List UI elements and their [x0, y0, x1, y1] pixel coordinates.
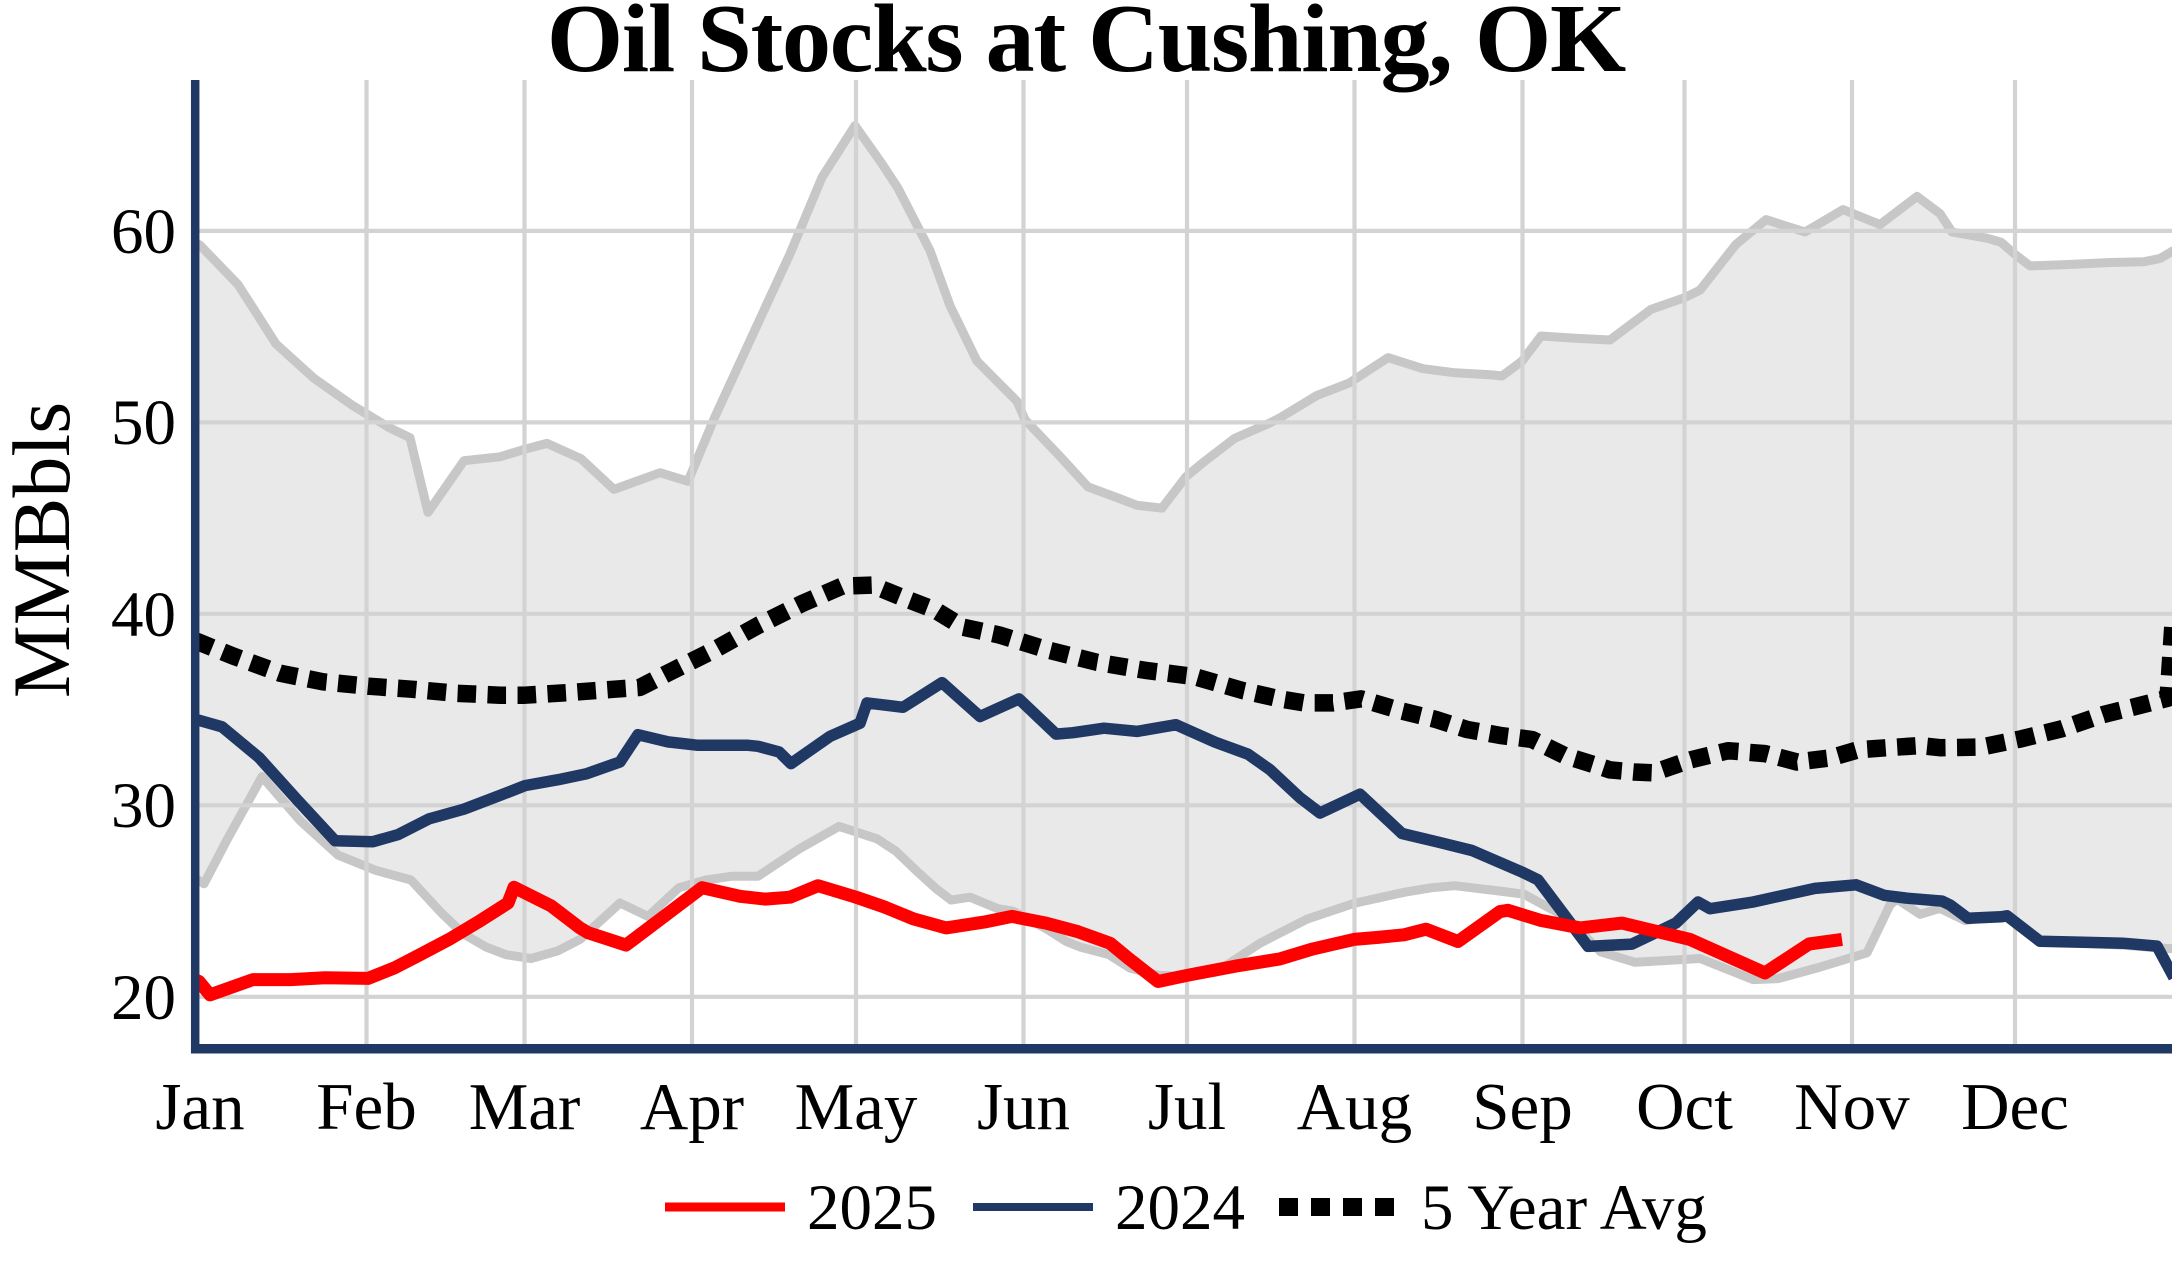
svg-text:Mar: Mar — [469, 1070, 581, 1144]
svg-text:Nov: Nov — [1794, 1070, 1910, 1144]
svg-text:Feb: Feb — [316, 1070, 417, 1144]
svg-text:Jul: Jul — [1148, 1070, 1226, 1144]
svg-text:Oil Stocks at Cushing, OK: Oil Stocks at Cushing, OK — [547, 0, 1626, 93]
svg-text:Dec: Dec — [1961, 1070, 2069, 1144]
svg-text:Jan: Jan — [155, 1070, 244, 1144]
svg-text:Oct: Oct — [1636, 1070, 1733, 1144]
svg-text:5 Year Avg: 5 Year Avg — [1421, 1172, 1707, 1244]
svg-text:20: 20 — [111, 962, 176, 1034]
svg-text:Jun: Jun — [977, 1070, 1070, 1144]
svg-text:50: 50 — [111, 387, 176, 459]
svg-text:60: 60 — [111, 196, 176, 268]
svg-text:May: May — [795, 1070, 918, 1144]
svg-text:Apr: Apr — [640, 1070, 744, 1144]
svg-text:30: 30 — [111, 770, 176, 842]
svg-text:40: 40 — [111, 579, 176, 651]
svg-text:MMBbls: MMBbls — [0, 402, 87, 698]
svg-text:2025: 2025 — [807, 1172, 937, 1244]
svg-text:2024: 2024 — [1115, 1172, 1245, 1244]
svg-text:Sep: Sep — [1472, 1070, 1573, 1144]
svg-text:Aug: Aug — [1297, 1070, 1412, 1144]
